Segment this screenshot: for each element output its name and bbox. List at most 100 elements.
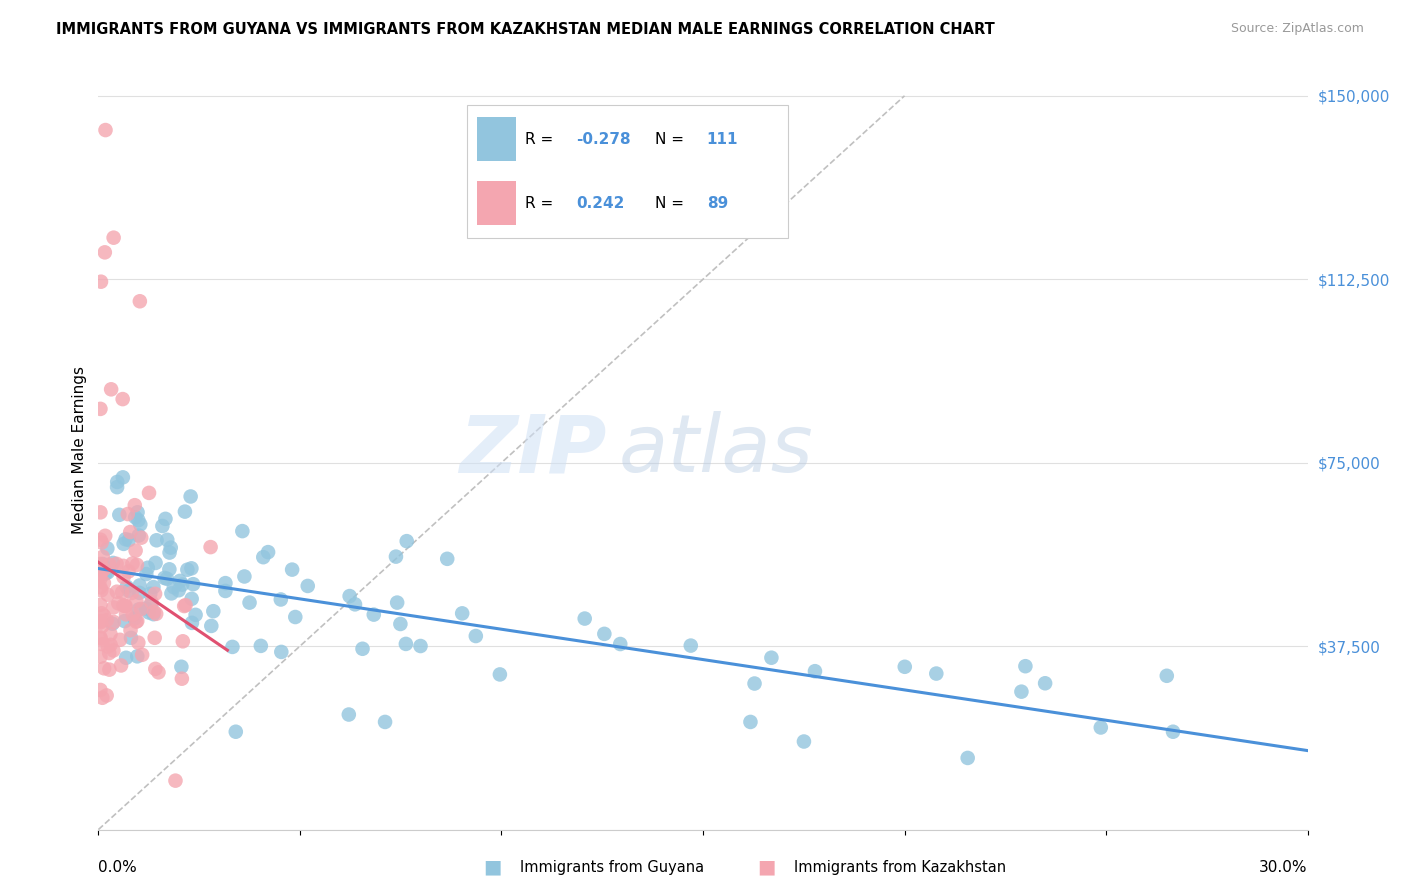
Point xyxy=(135,567,157,582)
Point xyxy=(593,627,616,641)
Point xyxy=(128,528,150,542)
Point xyxy=(284,610,307,624)
Point xyxy=(89,572,111,586)
Point xyxy=(89,580,111,594)
Point xyxy=(125,558,148,572)
Point xyxy=(740,714,762,729)
Point xyxy=(489,667,512,681)
Point xyxy=(129,602,152,616)
Point xyxy=(124,498,146,512)
Text: R =: R = xyxy=(526,195,564,211)
Point xyxy=(145,556,167,570)
Point xyxy=(94,123,117,137)
Text: N =: N = xyxy=(655,132,689,147)
Point xyxy=(270,592,292,607)
Point xyxy=(167,583,190,598)
Point xyxy=(145,533,167,548)
Point xyxy=(89,615,111,630)
Text: Immigrants from Kazakhstan: Immigrants from Kazakhstan xyxy=(794,860,1007,874)
Point xyxy=(97,566,120,580)
Point xyxy=(343,598,366,612)
Point xyxy=(225,724,247,739)
Point xyxy=(89,598,111,612)
Point xyxy=(120,631,142,645)
Point xyxy=(89,683,111,698)
Point xyxy=(804,664,827,678)
Point xyxy=(105,584,128,599)
Point xyxy=(115,607,138,622)
Point xyxy=(172,577,194,591)
Point xyxy=(94,566,117,581)
Point xyxy=(105,557,128,571)
Text: ZIP: ZIP xyxy=(458,411,606,490)
Point xyxy=(110,658,132,673)
Point xyxy=(1161,724,1184,739)
Point xyxy=(180,561,202,575)
Point xyxy=(93,562,115,576)
Point xyxy=(385,596,408,610)
Point xyxy=(111,392,134,406)
Point xyxy=(180,591,202,606)
Point xyxy=(174,598,197,612)
Point xyxy=(156,533,179,547)
Point xyxy=(127,649,149,664)
Point xyxy=(96,689,118,703)
Point xyxy=(97,588,120,602)
Point xyxy=(127,505,149,519)
Point xyxy=(94,529,117,543)
Point xyxy=(337,707,360,722)
Point xyxy=(281,563,304,577)
Point xyxy=(90,583,112,598)
Point xyxy=(956,751,979,765)
Point xyxy=(142,605,165,619)
Point xyxy=(180,490,202,504)
Point xyxy=(90,535,112,549)
Point xyxy=(103,615,125,629)
Point xyxy=(89,649,111,664)
Point xyxy=(250,639,273,653)
Point xyxy=(89,533,111,547)
Point xyxy=(744,676,766,690)
Point xyxy=(160,586,183,600)
Point xyxy=(108,508,131,522)
Point xyxy=(157,562,180,576)
Point xyxy=(97,640,120,654)
Point xyxy=(270,645,292,659)
Point xyxy=(574,611,596,625)
Point xyxy=(165,773,187,788)
Point xyxy=(103,643,125,657)
Point xyxy=(93,661,115,675)
Point xyxy=(94,245,117,260)
Point xyxy=(105,475,128,489)
Point xyxy=(91,549,114,564)
Point xyxy=(111,585,134,599)
Point xyxy=(114,614,136,628)
Point xyxy=(129,517,152,532)
Point xyxy=(124,543,146,558)
Point xyxy=(100,638,122,652)
Point xyxy=(120,624,142,638)
Point xyxy=(114,599,136,613)
Point xyxy=(89,505,111,519)
Text: N =: N = xyxy=(655,195,689,211)
Point xyxy=(148,665,170,680)
Point xyxy=(145,607,167,621)
Point xyxy=(90,557,112,571)
Point xyxy=(609,637,631,651)
Point xyxy=(128,578,150,592)
Point xyxy=(129,531,152,545)
Text: 30.0%: 30.0% xyxy=(1260,860,1308,875)
Text: Immigrants from Guyana: Immigrants from Guyana xyxy=(520,860,704,874)
Point xyxy=(90,607,112,621)
Point xyxy=(101,616,124,631)
Point xyxy=(91,557,114,571)
Point xyxy=(114,533,136,547)
Text: ■: ■ xyxy=(756,857,776,877)
Point xyxy=(89,632,111,646)
Point xyxy=(108,632,131,647)
Point xyxy=(89,567,111,582)
Point xyxy=(90,564,112,578)
Text: Source: ZipAtlas.com: Source: ZipAtlas.com xyxy=(1230,22,1364,36)
Y-axis label: Median Male Earnings: Median Male Earnings xyxy=(72,367,87,534)
Point xyxy=(117,565,139,579)
